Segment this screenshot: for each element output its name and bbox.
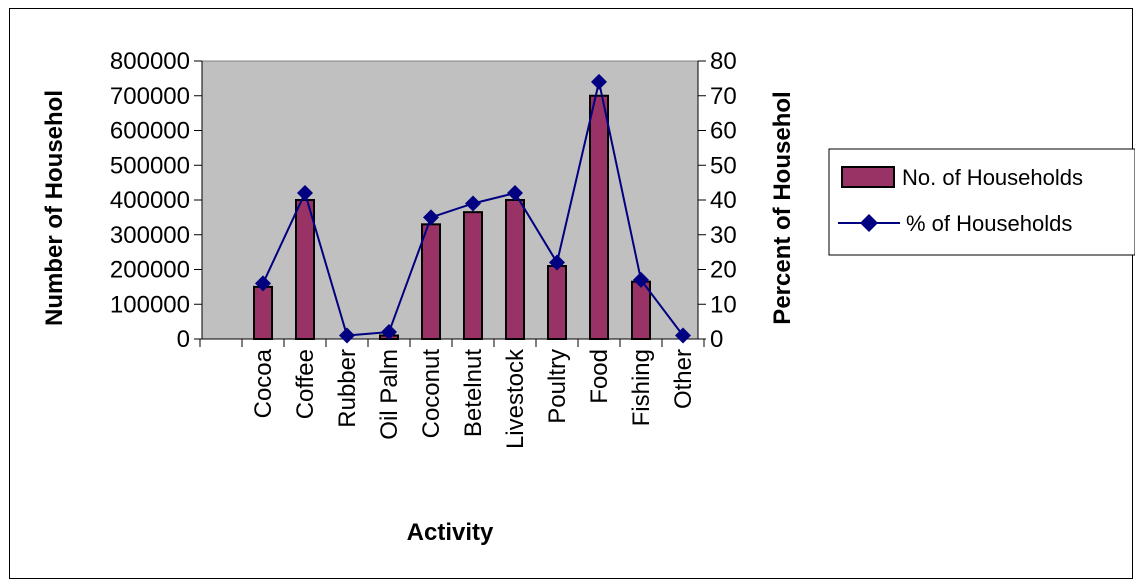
x-tick-label: Livestock: [502, 348, 529, 449]
y-tick-label: 800000: [110, 48, 190, 75]
y2-tick-label: 60: [710, 118, 737, 145]
bar: [295, 199, 315, 340]
y-axis-title: Number of Househol: [41, 90, 68, 326]
legend-label-line: % of Households: [906, 211, 1072, 236]
line-point: [423, 209, 439, 226]
y-tick-label: 600000: [110, 118, 190, 145]
bar: [547, 265, 567, 340]
legend-marker-diamond: [860, 214, 878, 232]
y-tick-label: 100000: [110, 291, 190, 318]
legend: No. of Households % of Households: [828, 148, 1135, 256]
y-tick-label: 200000: [110, 257, 190, 284]
line-point: [465, 195, 481, 212]
x-tick-label: Food: [586, 349, 613, 404]
bar: [631, 280, 651, 341]
x-tick-label: Rubber: [334, 349, 361, 428]
x-tick-label: Betelnut: [460, 349, 487, 437]
y2-tick-label: 0: [710, 326, 723, 353]
axes: [194, 60, 706, 347]
x-tick-label: Poultry: [544, 349, 571, 424]
y2-tick-label: 30: [710, 222, 737, 249]
line-point: [339, 327, 355, 344]
y2-tick-label: 70: [710, 83, 737, 110]
legend-label-bar: No. of Households: [902, 165, 1083, 190]
bar: [421, 223, 441, 340]
y-tick-label: 700000: [110, 83, 190, 110]
bar-series: [253, 94, 651, 341]
x-tick-label: Oil Palm: [376, 349, 403, 440]
y2-axis-title: Percent of Househol: [769, 91, 796, 324]
y2-tick-label: 80: [710, 48, 737, 75]
line-point: [675, 327, 691, 344]
line-point: [633, 271, 649, 288]
x-tick-label: Coffee: [292, 349, 319, 419]
line-point: [591, 73, 607, 90]
legend-swatch-bar: [841, 166, 895, 188]
y2-tick-label: 50: [710, 152, 737, 179]
y-tick-label: 0: [177, 326, 190, 353]
y2-tick-label: 20: [710, 257, 737, 284]
x-tick-label: Other: [670, 349, 697, 409]
x-tick-label: Cocoa: [250, 348, 277, 418]
line-point: [549, 254, 565, 271]
tick-labels: 0100000200000300000400000500000600000700…: [110, 48, 737, 449]
bar: [463, 211, 483, 341]
line-point: [381, 324, 397, 341]
y2-tick-label: 10: [710, 291, 737, 318]
x-tick-label: Coconut: [418, 349, 445, 439]
line-point: [255, 275, 271, 292]
line-series: [255, 73, 691, 344]
bar: [505, 199, 525, 340]
plot-area: [201, 60, 699, 340]
bar: [253, 285, 273, 340]
bar: [589, 94, 609, 340]
y-tick-label: 300000: [110, 222, 190, 249]
y-tick-label: 400000: [110, 187, 190, 214]
x-tick-label: Fishing: [628, 349, 655, 426]
line-point: [297, 185, 313, 202]
line-point: [507, 185, 523, 202]
y-tick-label: 500000: [110, 152, 190, 179]
x-axis-title: Activity: [407, 519, 494, 546]
y2-tick-label: 40: [710, 187, 737, 214]
